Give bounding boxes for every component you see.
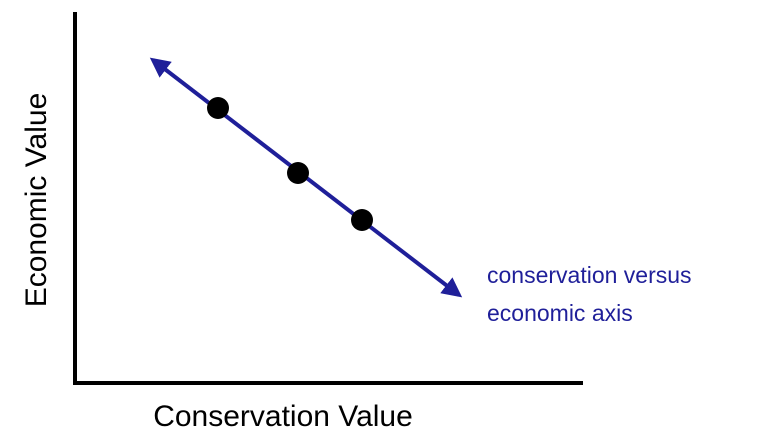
x-axis-label: Conservation Value bbox=[153, 400, 413, 433]
y-axis-label: Economic Value bbox=[20, 93, 53, 308]
annotation-line: economic axis bbox=[487, 300, 633, 326]
point bbox=[207, 97, 229, 119]
point bbox=[351, 209, 373, 231]
annotation-line: conservation versus bbox=[487, 262, 692, 288]
point bbox=[287, 162, 309, 184]
